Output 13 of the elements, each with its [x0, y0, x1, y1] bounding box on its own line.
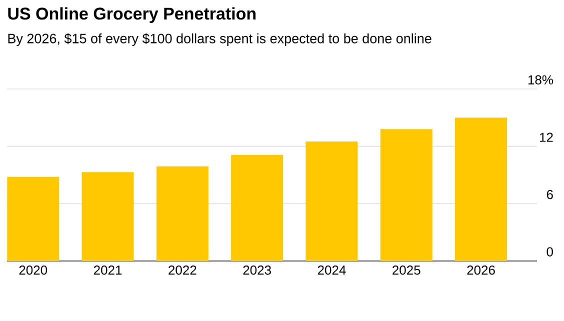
y-tick-label: 18%	[528, 75, 554, 84]
x-tick-label: 2023	[243, 266, 271, 275]
x-tick-label: 2025	[392, 266, 420, 275]
x-tick-label: 2022	[168, 266, 196, 275]
y-tick-label: 12	[540, 132, 553, 142]
x-tick-label: 2020	[19, 266, 48, 275]
chart-subtitle: By 2026, $15 of every $100 dollars spent is expected to be done online	[8, 33, 432, 46]
x-tick-label: 2021	[94, 266, 122, 275]
y-tick-label: 6	[546, 190, 553, 200]
x-tick-label: 2026	[467, 266, 495, 275]
chart-title: US Online Grocery Penetration	[8, 7, 256, 24]
x-tick-label: 2024	[318, 266, 346, 275]
y-tick-label: 0	[546, 247, 553, 256]
